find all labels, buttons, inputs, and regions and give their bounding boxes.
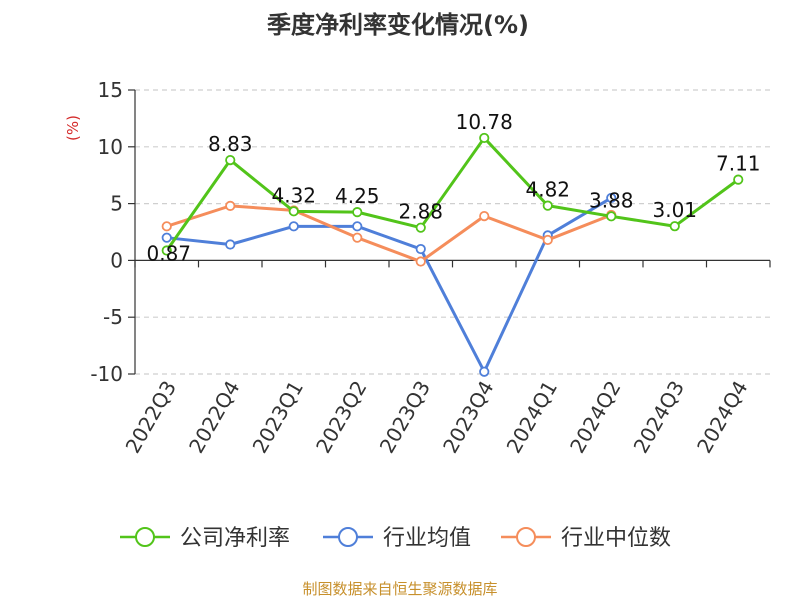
data-point bbox=[161, 245, 172, 256]
data-point bbox=[288, 206, 299, 217]
legend: 公司净利率 行业均值 行业中位数 bbox=[120, 526, 671, 551]
y-tick-label: 15 bbox=[98, 78, 123, 102]
y-tick-label: 0 bbox=[110, 248, 123, 272]
data-point bbox=[542, 234, 553, 246]
series-line bbox=[165, 136, 740, 252]
y-tick-label: -5 bbox=[103, 305, 123, 329]
y-axis-label: (%) bbox=[64, 115, 82, 141]
x-tick-label: 2023Q4 bbox=[438, 377, 498, 458]
data-point bbox=[606, 211, 617, 222]
y-tick-labels: 15 10 5 0 -5 -10 bbox=[90, 78, 123, 386]
legend-label: 公司净利率 bbox=[180, 526, 290, 551]
data-point bbox=[542, 200, 553, 211]
data-label: 3.88 bbox=[589, 188, 634, 212]
x-tick-label: 2023Q2 bbox=[311, 377, 371, 458]
legend-marker bbox=[338, 527, 358, 547]
x-tick-label: 2022Q4 bbox=[184, 377, 244, 458]
data-label: 0.87 bbox=[146, 242, 191, 266]
data-point bbox=[669, 221, 680, 232]
y-tick-label: -10 bbox=[90, 362, 123, 386]
series-line bbox=[166, 196, 613, 374]
data-point bbox=[225, 200, 236, 211]
data-point bbox=[479, 366, 490, 377]
x-tick-label: 2023Q3 bbox=[375, 377, 435, 458]
data-point bbox=[161, 232, 172, 243]
x-tick-label: 2024Q1 bbox=[502, 377, 562, 458]
legend-label: 行业均值 bbox=[383, 526, 471, 551]
grid-lines bbox=[135, 89, 770, 375]
legend-marker bbox=[516, 527, 536, 547]
x-tick-label: 2024Q3 bbox=[629, 377, 689, 458]
data-point bbox=[479, 132, 490, 144]
data-label: 4.32 bbox=[271, 183, 316, 207]
source-note: 制图数据来自恒生聚源数据库 bbox=[302, 580, 497, 598]
x-tick-label: 2022Q3 bbox=[121, 377, 181, 458]
x-tick-label: 2024Q2 bbox=[565, 377, 625, 458]
data-point bbox=[288, 221, 299, 232]
data-point bbox=[606, 192, 617, 204]
y-tick-label: 10 bbox=[98, 135, 123, 159]
legend-label: 行业中位数 bbox=[561, 526, 671, 551]
data-point bbox=[352, 207, 363, 218]
data-point bbox=[352, 232, 363, 243]
data-point bbox=[225, 154, 236, 166]
data-point bbox=[161, 221, 172, 232]
data-point bbox=[733, 174, 744, 185]
series-group bbox=[161, 132, 744, 377]
data-label: 3.01 bbox=[652, 198, 697, 222]
data-label: 10.78 bbox=[456, 110, 513, 134]
data-label: 8.83 bbox=[208, 132, 253, 156]
chart-title: 季度净利率变化情况(%) bbox=[267, 11, 529, 39]
data-point bbox=[415, 256, 426, 267]
x-tick-labels: 2022Q3 2022Q4 2023Q1 2023Q2 2023Q3 2023Q4 2024… bbox=[121, 377, 753, 458]
legend-marker bbox=[135, 527, 155, 547]
x-tick-label: 2023Q1 bbox=[248, 377, 308, 458]
data-labels: 0.87 8.83 4.32 4.25 2.88 10.78 4.82 3.88 3.01 7.1… bbox=[146, 110, 760, 266]
data-label: 2.88 bbox=[398, 200, 443, 224]
y-tick-label: 5 bbox=[110, 192, 123, 216]
axes bbox=[128, 89, 771, 375]
data-label: 4.82 bbox=[525, 178, 570, 202]
data-point bbox=[415, 243, 426, 255]
data-point bbox=[415, 222, 426, 233]
data-point bbox=[479, 210, 490, 222]
series-line bbox=[166, 204, 612, 264]
data-point bbox=[225, 239, 236, 250]
data-label: 7.11 bbox=[716, 152, 761, 176]
x-tick-label: 2024Q4 bbox=[692, 377, 752, 458]
data-point bbox=[352, 221, 363, 232]
data-label: 4.25 bbox=[335, 184, 380, 208]
